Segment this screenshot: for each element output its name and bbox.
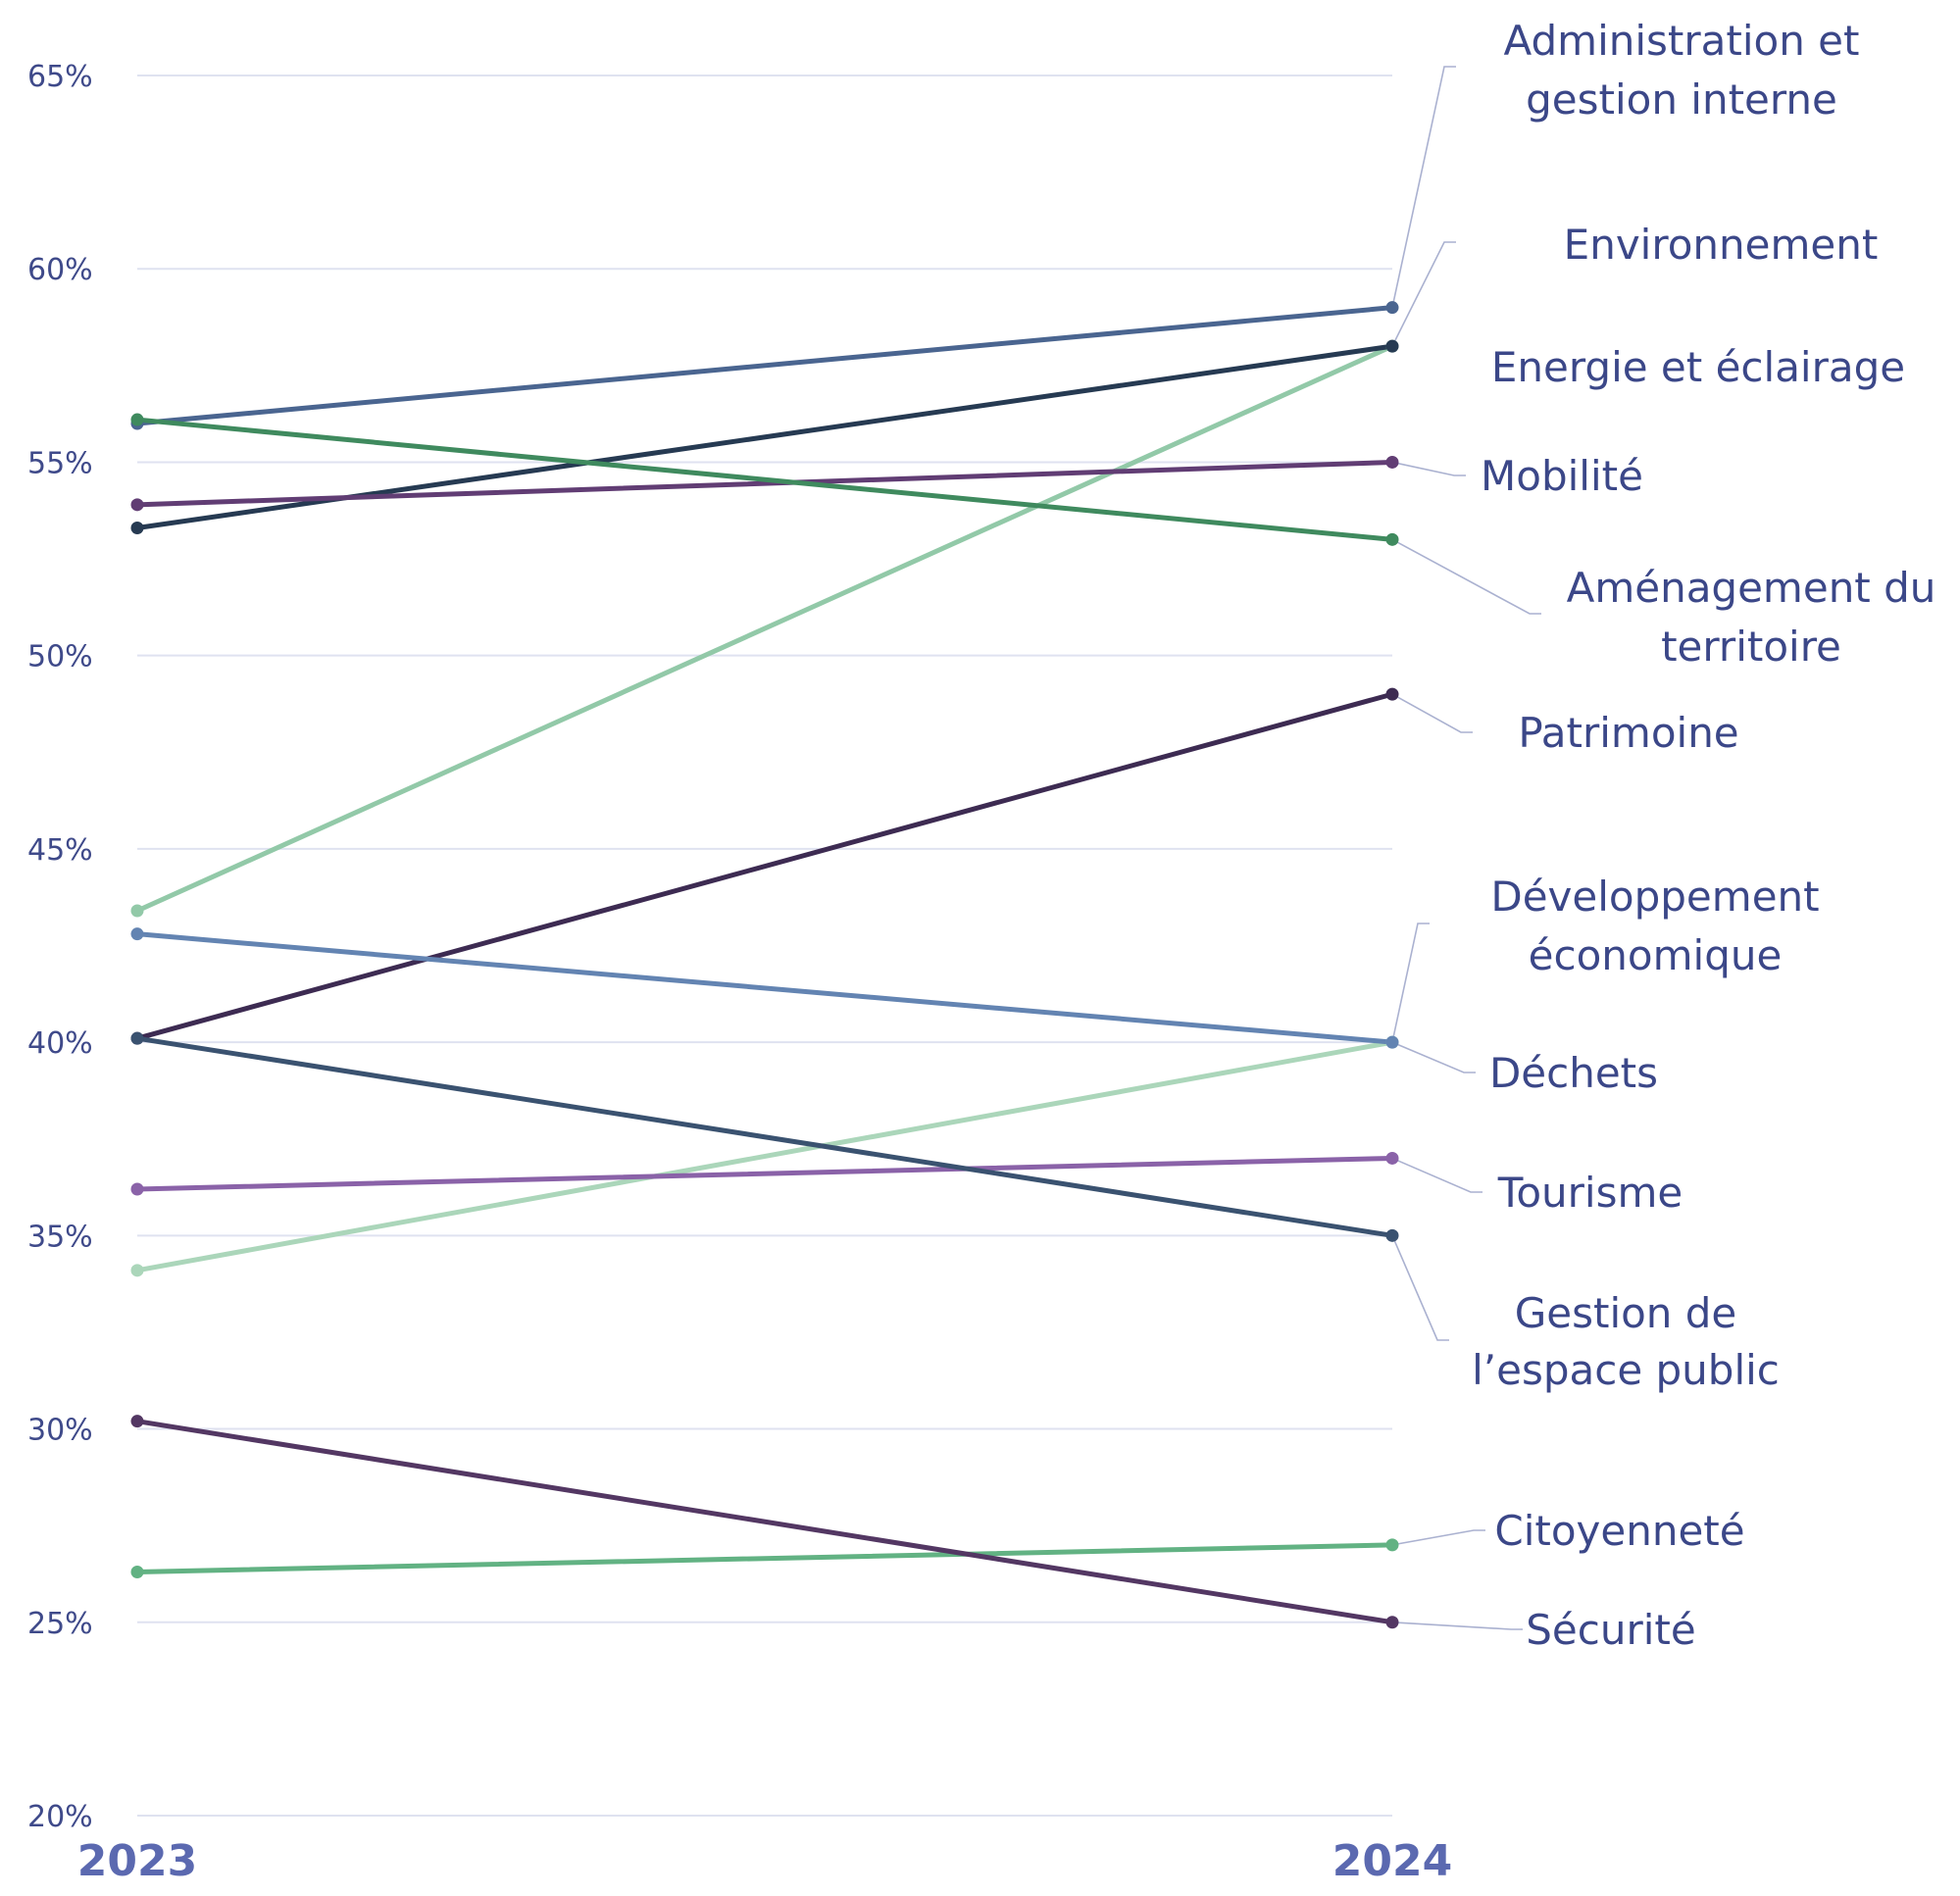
series-1-point-2023 <box>130 904 144 918</box>
series-6-label: Développement <box>1490 873 1819 921</box>
series-5-leader-line <box>1391 693 1473 733</box>
series-0-label: gestion interne <box>1526 75 1837 124</box>
grid-lines <box>137 75 1392 1817</box>
series-10-point-2023 <box>130 1566 144 1578</box>
series-7-line <box>134 931 1395 1045</box>
y-tick-label: 35% <box>27 1220 93 1254</box>
series-10-line <box>134 1542 1395 1574</box>
y-axis-ticks: 20% 25% 30% 35% 40% 45% 50% 55% 60% 65% <box>27 60 93 1834</box>
series-3-leader-line <box>1391 461 1466 476</box>
series-8-leader-line <box>1391 1157 1483 1193</box>
series-4-line <box>134 417 1395 542</box>
series-8-point-2023 <box>130 1182 144 1196</box>
series-0-leader-line <box>1391 66 1456 308</box>
series-2-point-2023 <box>130 522 144 534</box>
series-4-point-2024 <box>1385 532 1399 546</box>
series-8-point-2024 <box>1385 1151 1399 1165</box>
series-9-point-2024 <box>1385 1228 1399 1242</box>
series-0-line <box>134 305 1395 426</box>
series-9-label: Gestion de <box>1515 1289 1737 1337</box>
series-8-line <box>134 1155 1395 1192</box>
series-10-label: Citoyenneté <box>1494 1507 1744 1555</box>
series-7-leader-line <box>1391 1041 1476 1073</box>
series-3-point-2023 <box>130 498 144 512</box>
series-9-label: l’espace public <box>1472 1346 1780 1394</box>
series-5-line <box>134 691 1395 1041</box>
y-tick-label: 65% <box>27 60 93 94</box>
series-4-leader-line <box>1391 538 1541 615</box>
series-11-line <box>134 1419 1395 1625</box>
series-labels: Administration et gestion interne Environn… <box>1472 17 1935 1654</box>
y-tick-label: 25% <box>27 1607 93 1641</box>
y-tick-label: 55% <box>27 446 93 480</box>
series-6-line <box>134 1039 1395 1273</box>
y-tick-label: 40% <box>27 1026 93 1061</box>
series-10-leader-line <box>1391 1529 1485 1546</box>
series-3-line <box>134 459 1395 508</box>
series-0-point-2024 <box>1385 301 1399 315</box>
y-tick-label: 20% <box>27 1800 93 1834</box>
series-7-point-2023 <box>130 927 144 941</box>
series-9-line <box>134 1035 1395 1238</box>
series-4-label: Aménagement du <box>1567 564 1936 612</box>
series-4-point-2023 <box>130 413 144 426</box>
series-6-point-2023 <box>130 1264 144 1277</box>
series-11-point-2024 <box>1385 1616 1399 1629</box>
series-1-leader-line <box>1391 241 1456 347</box>
series-8-label: Tourisme <box>1497 1169 1683 1217</box>
series-11-leader-line <box>1391 1621 1523 1630</box>
series-11-point-2023 <box>130 1415 144 1428</box>
y-tick-label: 60% <box>27 253 93 287</box>
series-3-point-2024 <box>1385 455 1399 469</box>
series-9-leader-line <box>1391 1235 1449 1341</box>
series-9-point-2023 <box>130 1031 144 1045</box>
series-lines <box>134 305 1395 1625</box>
series-5-point-2024 <box>1385 687 1399 701</box>
y-tick-label: 45% <box>27 833 93 868</box>
x-tick-label-2024: 2024 <box>1332 1836 1452 1886</box>
x-tick-label-2023: 2023 <box>77 1836 197 1886</box>
series-2-label: Energie et éclairage <box>1491 343 1905 391</box>
series-2-point-2024 <box>1385 339 1399 353</box>
y-tick-label: 50% <box>27 640 93 674</box>
series-6-leader-line <box>1391 923 1430 1043</box>
label-leader-lines <box>1391 66 1541 1630</box>
series-1-label: Environnement <box>1564 221 1879 269</box>
series-5-label: Patrimoine <box>1518 709 1738 757</box>
series-1-line <box>134 343 1395 914</box>
series-points <box>130 301 1399 1629</box>
x-axis-ticks: 2023 2024 <box>77 1836 1452 1886</box>
series-10-point-2024 <box>1385 1538 1399 1552</box>
y-tick-label: 30% <box>27 1414 93 1448</box>
series-0-label: Administration et <box>1504 17 1860 65</box>
series-11-label: Sécurité <box>1526 1606 1695 1654</box>
series-7-point-2024 <box>1385 1035 1399 1049</box>
series-6-label: économique <box>1529 931 1783 979</box>
series-7-label: Déchets <box>1489 1049 1658 1097</box>
series-4-label: territoire <box>1661 623 1841 671</box>
series-3-label: Mobilité <box>1481 452 1643 500</box>
